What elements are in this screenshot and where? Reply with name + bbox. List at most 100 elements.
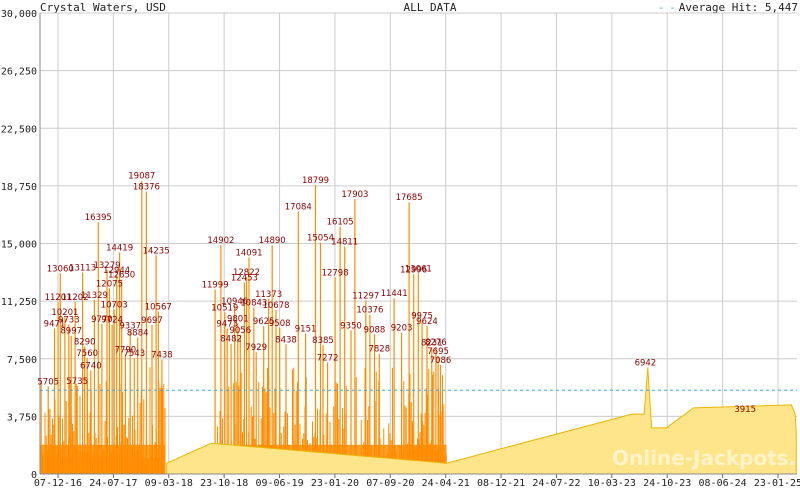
data-label: 10946 bbox=[221, 297, 248, 307]
y-tick-label: 0 bbox=[31, 470, 37, 481]
data-label: 8290 bbox=[74, 338, 96, 348]
x-tick-label: 09-03-18 bbox=[145, 478, 193, 489]
data-label: 12822 bbox=[233, 268, 260, 278]
data-label: 9350 bbox=[340, 321, 362, 331]
data-label: 9471 bbox=[44, 320, 66, 330]
chart-title: ALL DATA bbox=[403, 1, 457, 14]
y-tick-label: 11,250 bbox=[1, 297, 37, 308]
data-label: 10843 bbox=[240, 298, 267, 308]
y-tick-label: 22,500 bbox=[1, 124, 37, 135]
y-tick-label: 15,000 bbox=[1, 240, 37, 251]
data-label: 18799 bbox=[302, 176, 329, 186]
data-label: 12798 bbox=[322, 268, 349, 278]
data-label: 6942 bbox=[635, 358, 657, 368]
data-label: 16105 bbox=[327, 218, 354, 228]
x-tick-label: 24-07-17 bbox=[89, 478, 137, 489]
data-label: 14902 bbox=[207, 236, 234, 246]
data-label: 10567 bbox=[145, 303, 172, 313]
data-label: 8385 bbox=[312, 336, 334, 346]
data-label: 9624 bbox=[416, 317, 438, 327]
data-label: 12944 bbox=[103, 266, 130, 276]
data-label: 14811 bbox=[331, 237, 358, 247]
legend-label: Average Hit: 5,447 bbox=[678, 1, 798, 14]
data-label: 9975 bbox=[411, 312, 433, 322]
x-tick-label: 10-03-23 bbox=[588, 478, 636, 489]
x-tick-label: 07-09-20 bbox=[366, 478, 414, 489]
data-label: 7086 bbox=[430, 356, 452, 366]
legend-dash-icon: - - bbox=[657, 1, 676, 14]
data-label: 8231 bbox=[421, 339, 443, 349]
watermark: Online-Jackpots.biz bbox=[612, 446, 800, 470]
data-label: 8438 bbox=[275, 335, 297, 345]
data-label: 7828 bbox=[368, 345, 390, 355]
data-label: 12650 bbox=[108, 271, 135, 281]
data-label: 13279 bbox=[93, 261, 120, 271]
data-label: 9088 bbox=[364, 325, 386, 335]
x-tick-label: 23-01-20 bbox=[311, 478, 359, 489]
x-tick-label: 08-12-21 bbox=[477, 478, 525, 489]
data-label: 10703 bbox=[101, 301, 128, 311]
data-label: 17084 bbox=[285, 203, 312, 213]
x-tick-label: 07-12-16 bbox=[34, 478, 82, 489]
data-label: 9337 bbox=[119, 322, 141, 332]
data-label: 10678 bbox=[262, 301, 289, 311]
data-label: 8276 bbox=[425, 338, 447, 348]
data-label: 9508 bbox=[269, 319, 291, 329]
data-label: 5735 bbox=[66, 377, 88, 387]
data-label: 14890 bbox=[259, 236, 286, 246]
data-label: 7560 bbox=[76, 349, 98, 359]
data-label: 3915 bbox=[734, 405, 756, 415]
data-label: 9697 bbox=[141, 316, 163, 326]
data-label: 9473 bbox=[216, 319, 238, 329]
data-label: 9056 bbox=[229, 326, 251, 336]
data-label: 13061 bbox=[405, 264, 432, 274]
data-label: 11373 bbox=[255, 290, 282, 300]
data-label: 8997 bbox=[60, 327, 82, 337]
data-label: 13113 bbox=[69, 264, 96, 274]
data-label: 12075 bbox=[96, 279, 123, 289]
data-label: 16395 bbox=[85, 213, 112, 223]
data-label: 10376 bbox=[356, 306, 383, 316]
chart-subtitle: Crystal Waters, USD bbox=[40, 1, 166, 14]
y-tick-label: 3,750 bbox=[7, 412, 37, 423]
x-tick-label: 08-06-24 bbox=[699, 478, 747, 489]
data-label: 10201 bbox=[51, 308, 78, 318]
data-label: 8482 bbox=[220, 335, 242, 345]
x-tick-label: 24-07-22 bbox=[532, 478, 580, 489]
data-label: 6740 bbox=[80, 361, 102, 371]
hit-floor bbox=[40, 444, 166, 474]
y-tick-label: 26,250 bbox=[1, 67, 37, 78]
data-label: 9733 bbox=[58, 315, 80, 325]
data-label: 10519 bbox=[211, 303, 238, 313]
data-label: 17903 bbox=[341, 190, 368, 200]
data-label: 9625 bbox=[253, 317, 275, 327]
data-label: 7695 bbox=[427, 347, 449, 357]
y-tick-label: 30,000 bbox=[1, 9, 37, 20]
data-label: 18376 bbox=[133, 183, 160, 193]
data-label: 9151 bbox=[295, 324, 317, 334]
data-label: 12453 bbox=[231, 274, 258, 284]
x-tick-label: 09-06-19 bbox=[255, 478, 303, 489]
data-label: 9724 bbox=[101, 316, 123, 326]
y-tick-label: 7,500 bbox=[7, 355, 37, 366]
data-label: 14235 bbox=[143, 246, 170, 256]
chart-axes: 0 3,750 7,500 11,250 15,000 18,750 22,500 26,25… bbox=[1, 9, 800, 489]
data-label: 12996 bbox=[400, 265, 427, 275]
data-label: 19087 bbox=[128, 172, 155, 182]
data-label: 14419 bbox=[106, 243, 133, 253]
data-label: 11441 bbox=[381, 289, 408, 299]
data-label: 5705 bbox=[37, 377, 59, 387]
data-label: 9770 bbox=[91, 315, 113, 325]
data-label: 15054 bbox=[307, 234, 334, 244]
x-tick-label: 24-04-21 bbox=[422, 478, 470, 489]
x-tick-label: 23-10-18 bbox=[200, 478, 248, 489]
data-label: 14091 bbox=[235, 249, 262, 259]
area-series bbox=[166, 367, 797, 475]
x-tick-label: 23-01-25 bbox=[754, 478, 800, 489]
legend-average-hit: - - Average Hit: 5,447 bbox=[658, 1, 798, 14]
data-label: 13060 bbox=[47, 264, 74, 274]
data-label: 11297 bbox=[352, 291, 379, 301]
area-path bbox=[166, 367, 797, 475]
x-tick-label: 24-10-23 bbox=[643, 478, 691, 489]
